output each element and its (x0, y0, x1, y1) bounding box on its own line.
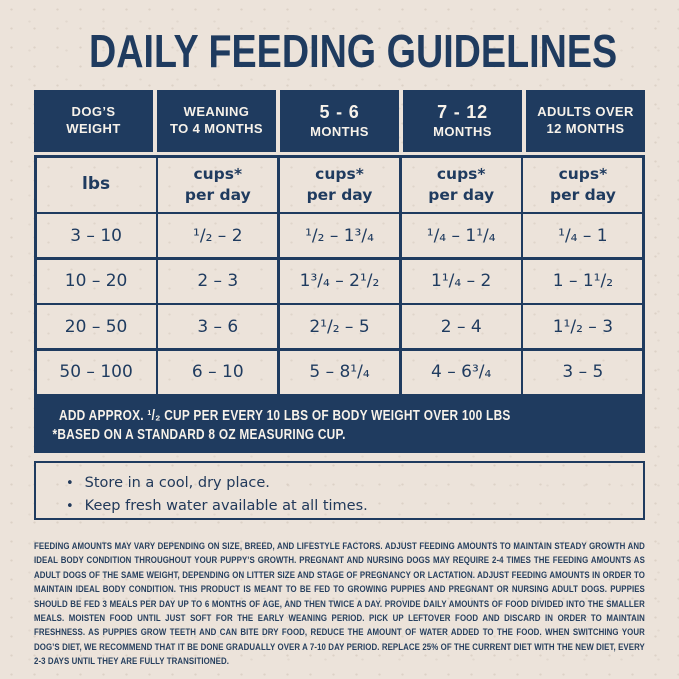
storage-tip-text: Keep fresh water available at all times. (84, 498, 368, 514)
cups-value-cell: 1¹/₄ – 2 (401, 259, 521, 303)
unit-cell-cups-weaning: cups* per day (158, 157, 278, 212)
weight-range-cell: 10 – 20 (36, 259, 156, 303)
cups-label: cups* (193, 165, 243, 184)
cups-value-cell: 2 – 3 (158, 259, 278, 303)
storage-tip-item: • Store in a cool, dry place. (66, 473, 643, 494)
footnote-line-1: ADD APPROX. ¹/₂ CUP PER EVERY 10 LBS OF … (59, 408, 511, 424)
cups-value-cell: ¹/₂ – 1³/₄ (279, 214, 400, 257)
col-header-line1: ADULTS OVER (537, 104, 634, 120)
col-header-7-12-months: 7 - 12 MONTHS (403, 90, 522, 152)
col-header-5-6-months: 5 - 6 MONTHS (280, 90, 399, 152)
cups-value-cell: 3 – 5 (523, 350, 643, 394)
weight-unit-label: lbs (82, 174, 111, 195)
cups-value-cell: 6 – 10 (158, 350, 278, 394)
footnote-line-2: *BASED ON A STANDARD 8 OZ MEASURING CUP. (52, 427, 346, 443)
unit-cell-lbs: lbs (36, 157, 156, 212)
cups-value-cell: 1³/₄ – 2¹/₂ (279, 259, 400, 303)
cups-value-cell: ¹/₂ – 2 (158, 214, 278, 257)
table-body: lbs cups* per day cups* per day cups* pe… (34, 155, 645, 396)
col-header-dogs-weight: DOG’S WEIGHT (34, 90, 153, 152)
col-header-line2: MONTHS (433, 124, 492, 140)
fine-print-text: FEEDING AMOUNTS MAY VARY DEPENDING ON SI… (34, 541, 645, 668)
col-header-line1: 5 - 6 (319, 101, 360, 122)
bullet-icon: • (66, 476, 74, 491)
cups-value-cell: ¹/₄ – 1 (523, 214, 643, 257)
cups-label: cups* (558, 165, 608, 184)
weight-range-cell: 20 – 50 (36, 305, 156, 348)
unit-cell-cups-adults: cups* per day (523, 157, 643, 212)
per-day-label: per day (306, 185, 373, 204)
cups-value-cell: 1 – 1¹/₂ (523, 259, 643, 303)
unit-cell-cups-5-6: cups* per day (279, 157, 400, 212)
col-header-line1: DOG’S (71, 104, 116, 120)
per-day-label: per day (428, 185, 495, 204)
cups-value-cell: ¹/₄ – 1¹/₄ (401, 214, 521, 257)
weight-range-cell: 3 – 10 (36, 214, 156, 257)
col-header-line1: WEANING (183, 104, 250, 120)
cups-value-cell: 2 – 4 (401, 305, 521, 348)
cups-value-cell: 2¹/₂ – 5 (279, 305, 400, 348)
col-header-line2: TO 4 MONTHS (169, 121, 263, 136)
storage-tip-text: Store in a cool, dry place. (84, 475, 270, 491)
col-header-line2: WEIGHT (66, 121, 121, 136)
col-header-weaning-4-months: WEANING TO 4 MONTHS (157, 90, 276, 152)
cups-label: cups* (436, 165, 486, 184)
storage-tips-box: • Store in a cool, dry place. • Keep fre… (34, 461, 645, 520)
col-header-line2: 12 MONTHS (546, 121, 625, 136)
cups-value-cell: 3 – 6 (158, 305, 278, 348)
col-header-line1: 7 - 12 (437, 101, 488, 122)
cups-value-cell: 4 – 6³/₄ (401, 350, 521, 394)
page-title: DAILY FEEDING GUIDELINES (88, 25, 618, 77)
table-header-row: DOG’S WEIGHT WEANING TO 4 MONTHS 5 - 6 M… (34, 90, 645, 152)
col-header-adults-over-12-months: ADULTS OVER 12 MONTHS (526, 90, 645, 152)
col-header-line2: MONTHS (310, 124, 369, 140)
cups-label: cups* (315, 165, 364, 184)
feeding-table: DOG’S WEIGHT WEANING TO 4 MONTHS 5 - 6 M… (34, 90, 645, 453)
per-day-label: per day (549, 185, 616, 204)
cups-value-cell: 5 – 8¹/₄ (279, 350, 400, 394)
storage-tip-item: • Keep fresh water available at all time… (66, 496, 643, 517)
cups-value-cell: 1¹/₂ – 3 (523, 305, 643, 348)
per-day-label: per day (184, 185, 251, 204)
footnote-band: ADD APPROX. ¹/₂ CUP PER EVERY 10 LBS OF … (34, 396, 645, 453)
weight-range-cell: 50 – 100 (36, 350, 156, 394)
bullet-icon: • (66, 499, 74, 514)
unit-cell-cups-7-12: cups* per day (401, 157, 521, 212)
